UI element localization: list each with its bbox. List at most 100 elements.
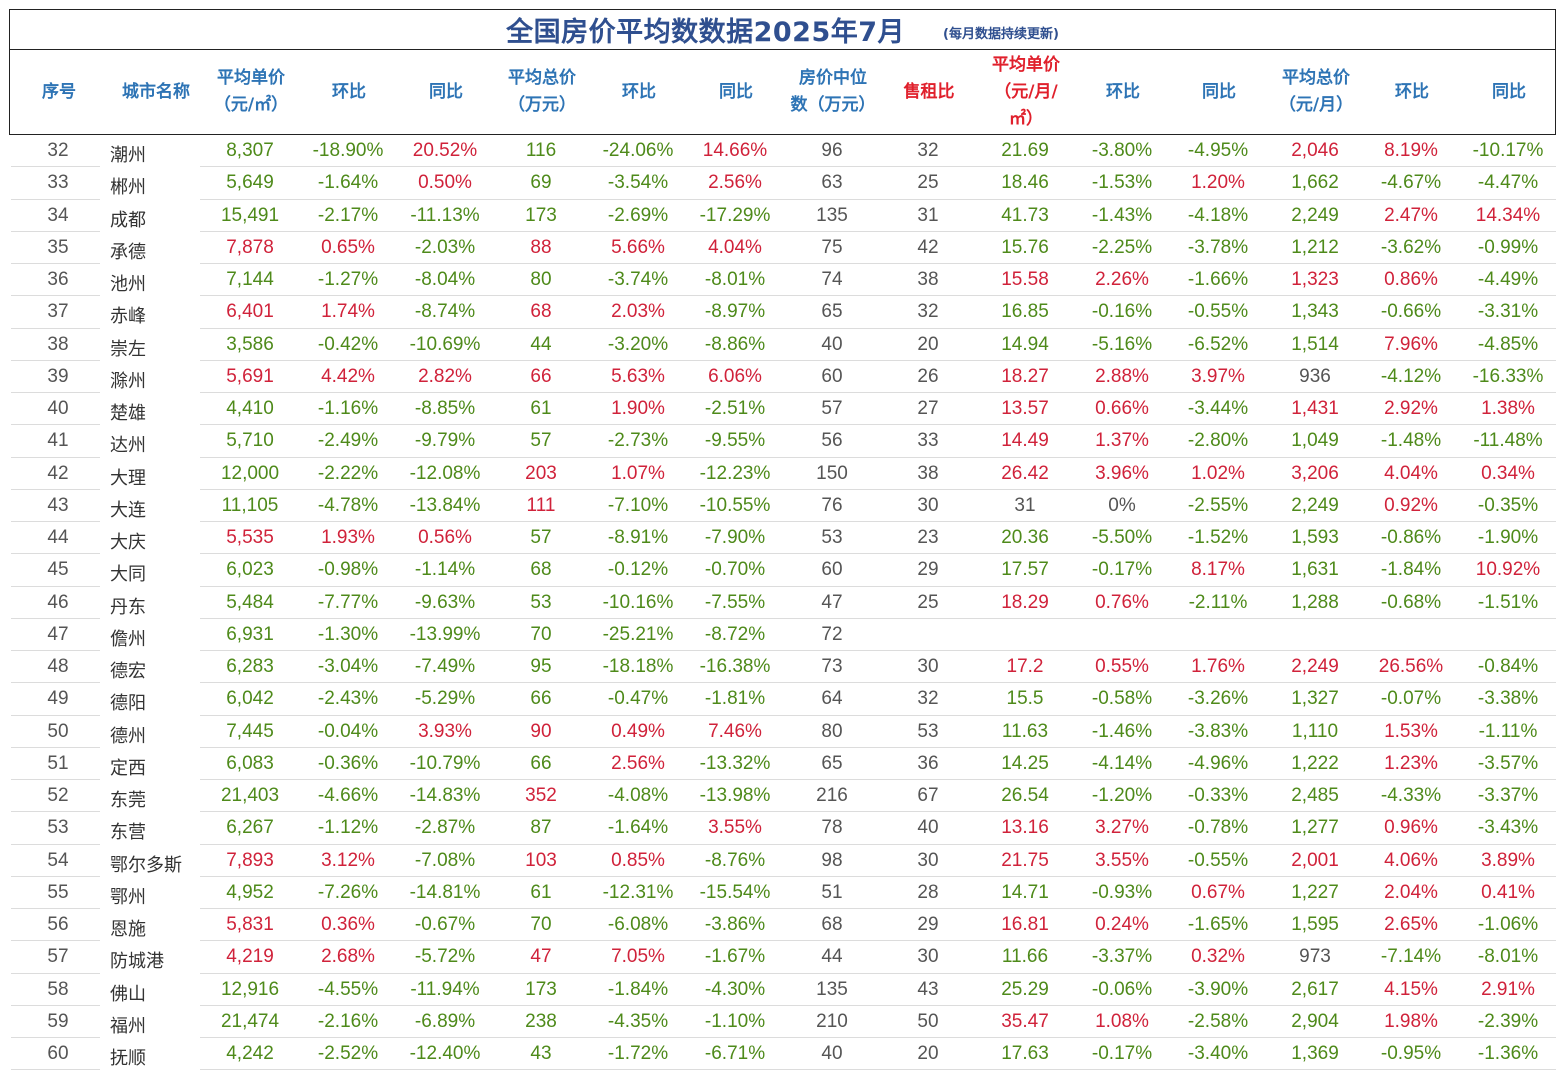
cell-rent-unit-mom: 0%	[1108, 494, 1136, 516]
cell-rent-total-yoy: -4.47%	[1477, 172, 1539, 194]
row-divider	[200, 166, 1556, 168]
cell-total-price-yoy: -13.98%	[699, 785, 771, 806]
cell-city: 德州	[110, 725, 146, 747]
table-row: 50 德州 7,445 -0.04% 3.93% 90 0.49% 7.46% 80 53 11.6…	[0, 716, 1567, 748]
cell-rent-total: 2,249	[1291, 204, 1339, 226]
cell-rent-total: 1,343	[1291, 301, 1339, 323]
cell-rent-total: 1,631	[1291, 559, 1339, 581]
cell-rent-total-yoy: -4.49%	[1477, 269, 1539, 290]
cell-rent-total-yoy: 0.41%	[1481, 881, 1535, 903]
row-divider	[11, 359, 100, 361]
cell-rent-total-yoy: -3.31%	[1477, 301, 1539, 323]
cell-rent-unit-yoy: -3.40%	[1187, 1043, 1249, 1064]
cell-total-price-mom: -7.10%	[607, 494, 669, 516]
cell-total-price: 68	[530, 301, 552, 323]
cell-rent-unit: 21.69	[1001, 140, 1049, 161]
header-col-rent-unit-mom: 环比	[1106, 81, 1140, 102]
cell-rent-total-yoy: -3.57%	[1477, 752, 1539, 774]
cell-total-price: 57	[530, 527, 552, 548]
cell-rent-total-yoy: 14.34%	[1475, 204, 1541, 226]
cell-rent-total: 2,046	[1291, 140, 1339, 161]
cell-avg-price: 11,105	[221, 494, 279, 516]
cell-avg-price: 7,144	[226, 269, 274, 290]
cell-total-price: 103	[525, 849, 557, 871]
row-divider	[200, 424, 1556, 426]
cell-rent-unit-yoy: 8.17%	[1191, 559, 1245, 581]
table-row: 53 东营 6,267 -1.12% -2.87% 87 -1.64% 3.55% 78 40 13…	[0, 812, 1567, 845]
cell-index: 32	[47, 140, 69, 161]
cell-total-price-mom: 2.56%	[611, 752, 665, 774]
cell-rent-unit-mom: 1.37%	[1095, 430, 1149, 452]
cell-rent-unit-mom: 0.76%	[1095, 591, 1149, 613]
cell-total-price: 43	[530, 1043, 552, 1064]
cell-total-price-mom: 1.90%	[611, 398, 665, 419]
table-row: 48 德宏 6,283 -3.04% -7.49% 95 -18.18% -16.38% 73 3…	[0, 651, 1567, 684]
cell-rent-total: 1,431	[1291, 398, 1339, 419]
row-divider	[11, 166, 100, 168]
cell-avg-price-yoy: 0.56%	[418, 527, 472, 548]
cell-avg-price-mom: -0.36%	[317, 752, 379, 774]
cell-rent-unit-mom	[1074, 619, 1170, 651]
cell-rent-total-mom: 2.04%	[1384, 881, 1438, 903]
cell-index: 53	[47, 817, 69, 839]
cell-total-price-yoy: -1.67%	[704, 946, 766, 968]
cell-rent-total-mom: -3.62%	[1380, 236, 1442, 258]
cell-rent-unit-mom: -1.46%	[1091, 720, 1153, 742]
cell-price-rent-ratio: 30	[917, 656, 939, 677]
cell-price-rent-ratio: 38	[917, 269, 939, 290]
cell-avg-price: 15,491	[220, 204, 280, 226]
cell-median-price: 135	[816, 978, 848, 1000]
cell-total-price-yoy: 7.46%	[708, 720, 762, 742]
cell-city: 定西	[110, 757, 146, 779]
cell-avg-price-mom: 0.65%	[321, 236, 375, 258]
cell-rent-total-yoy: -4.85%	[1477, 333, 1539, 355]
cell-total-price-yoy: -7.90%	[704, 527, 766, 548]
cell-rent-total-mom: 0.96%	[1384, 817, 1438, 839]
cell-rent-unit-mom: 2.26%	[1095, 269, 1149, 290]
cell-price-rent-ratio: 67	[917, 785, 939, 806]
cell-rent-unit-yoy: 0.32%	[1191, 946, 1245, 968]
header-col-avg-price: 平均单价 （元/㎡）	[213, 68, 289, 115]
cell-avg-price: 5,484	[226, 591, 274, 613]
cell-index: 58	[47, 978, 69, 1000]
header-col-avg-price-yoy: 同比	[429, 81, 463, 102]
cell-index: 33	[47, 172, 69, 194]
cell-total-price-mom: -25.21%	[602, 623, 674, 645]
cell-total-price-yoy: 4.04%	[708, 236, 762, 258]
cell-avg-price-mom: 2.68%	[321, 946, 375, 968]
cell-avg-price-mom: -2.52%	[317, 1043, 379, 1064]
cell-city: 大理	[110, 467, 146, 489]
cell-rent-unit-mom: 3.55%	[1095, 849, 1149, 871]
cell-rent-total-yoy: -0.84%	[1477, 656, 1539, 677]
cell-city: 丹东	[110, 596, 146, 618]
cell-rent-total-mom	[1363, 619, 1459, 651]
row-divider	[200, 1037, 1556, 1039]
cell-rent-total: 2,617	[1291, 978, 1339, 1000]
cell-rent-unit-yoy: -2.55%	[1187, 494, 1249, 516]
cell-rent-unit-mom: -0.06%	[1091, 978, 1153, 1000]
cell-total-price: 116	[525, 140, 557, 161]
cell-avg-price: 21,474	[220, 1010, 280, 1032]
cell-avg-price: 5,710	[226, 430, 274, 452]
cell-avg-price-mom: 0.36%	[321, 914, 375, 935]
cell-total-price: 203	[525, 462, 557, 484]
cell-rent-unit-yoy: -3.44%	[1187, 398, 1249, 419]
table-row: 57 防城港 4,219 2.68% -5.72% 47 7.05% -1.67% 44 30 11…	[0, 941, 1567, 974]
header-col-avg-price-mom: 环比	[332, 81, 366, 102]
cell-index: 49	[47, 688, 69, 710]
cell-median-price: 57	[821, 398, 843, 419]
cell-rent-unit-yoy	[1170, 619, 1266, 651]
cell-rent-unit-yoy: 1.76%	[1191, 656, 1245, 677]
cell-avg-price: 7,893	[226, 849, 274, 871]
cell-rent-unit-mom: 0.24%	[1095, 914, 1149, 935]
cell-rent-total-yoy: -11.48%	[1473, 430, 1543, 452]
cell-avg-price: 5,535	[226, 527, 274, 548]
cell-total-price-yoy: -1.10%	[704, 1010, 766, 1032]
cell-city: 池州	[110, 274, 146, 295]
cell-rent-total: 1,323	[1291, 269, 1339, 290]
cell-total-price-yoy: 14.66%	[702, 140, 768, 161]
cell-rent-total-yoy: -8.01%	[1477, 946, 1539, 968]
cell-avg-price-mom: -1.30%	[317, 623, 379, 645]
cell-price-rent-ratio: 25	[917, 172, 939, 194]
row-divider	[200, 617, 1556, 619]
